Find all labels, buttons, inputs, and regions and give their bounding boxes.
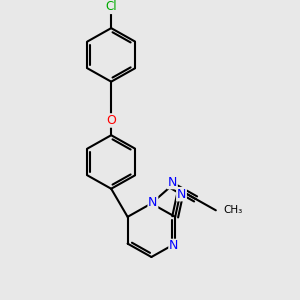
Text: N: N	[168, 176, 177, 189]
Text: CH₃: CH₃	[223, 205, 242, 215]
Text: O: O	[106, 114, 116, 127]
Text: N: N	[148, 196, 158, 208]
Text: N: N	[169, 239, 178, 252]
Text: N: N	[177, 188, 186, 201]
Text: Cl: Cl	[105, 0, 117, 14]
